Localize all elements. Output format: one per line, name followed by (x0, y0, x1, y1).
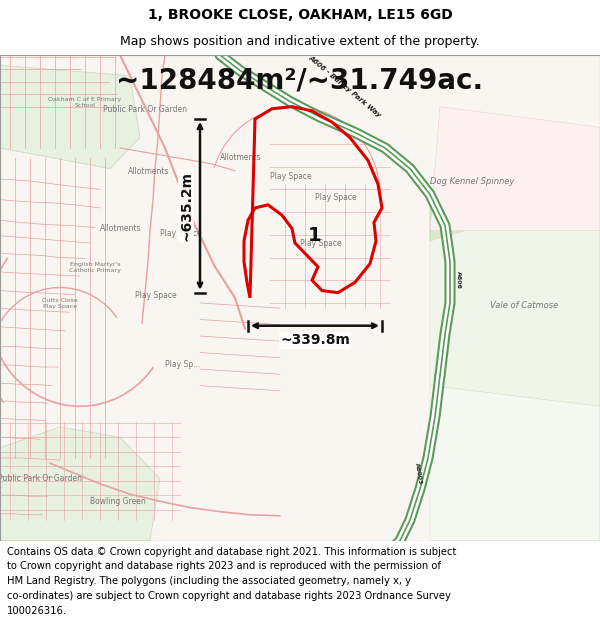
Text: Cutts Close
Play Space: Cutts Close Play Space (42, 298, 78, 309)
Text: English Martyr's
Catholic Primary: English Martyr's Catholic Primary (69, 262, 121, 273)
Text: Dog Kennel Spinney: Dog Kennel Spinney (430, 177, 514, 186)
Text: A6003: A6003 (413, 462, 422, 485)
Polygon shape (430, 386, 600, 541)
Text: 100026316.: 100026316. (7, 606, 67, 616)
Polygon shape (430, 107, 600, 231)
Text: A606: A606 (455, 271, 461, 289)
Text: Vale of Catmose: Vale of Catmose (490, 301, 558, 310)
Text: Allotments: Allotments (220, 153, 262, 162)
Text: ~635.2m: ~635.2m (179, 171, 193, 241)
Text: HM Land Registry. The polygons (including the associated geometry, namely x, y: HM Land Registry. The polygons (includin… (7, 576, 411, 586)
Text: Contains OS data © Crown copyright and database right 2021. This information is : Contains OS data © Crown copyright and d… (7, 546, 457, 556)
Polygon shape (430, 169, 560, 262)
Text: Oakham C of E Primary
School: Oakham C of E Primary School (49, 97, 122, 108)
Text: Play Space: Play Space (300, 239, 341, 248)
Text: Allotments: Allotments (100, 224, 142, 232)
Text: ~128484m²/~31.749ac.: ~128484m²/~31.749ac. (116, 67, 484, 95)
Text: A606 - Burley Park Way: A606 - Burley Park Way (308, 54, 382, 118)
Text: Play Sp...: Play Sp... (165, 360, 200, 369)
Text: 1, BROOKE CLOSE, OAKHAM, LE15 6GD: 1, BROOKE CLOSE, OAKHAM, LE15 6GD (148, 8, 452, 22)
Text: to Crown copyright and database rights 2023 and is reproduced with the permissio: to Crown copyright and database rights 2… (7, 561, 441, 571)
Polygon shape (0, 66, 140, 169)
Text: co-ordinates) are subject to Crown copyright and database rights 2023 Ordnance S: co-ordinates) are subject to Crown copyr… (7, 591, 451, 601)
Text: 1: 1 (308, 226, 322, 246)
Text: Map shows position and indicative extent of the property.: Map shows position and indicative extent… (120, 35, 480, 48)
Polygon shape (430, 221, 600, 406)
Text: Play Space: Play Space (160, 229, 202, 238)
Text: Play Space: Play Space (270, 172, 311, 181)
Text: Public Park Or Garden: Public Park Or Garden (103, 105, 187, 114)
Text: Allotments: Allotments (128, 167, 170, 176)
Text: Play Space: Play Space (315, 192, 356, 202)
Text: ~339.8m: ~339.8m (280, 333, 350, 347)
Text: Bowling Green: Bowling Green (90, 498, 146, 506)
Text: Public Park Or Garden: Public Park Or Garden (0, 474, 82, 482)
Text: Play Space: Play Space (135, 291, 176, 300)
Polygon shape (0, 427, 160, 541)
